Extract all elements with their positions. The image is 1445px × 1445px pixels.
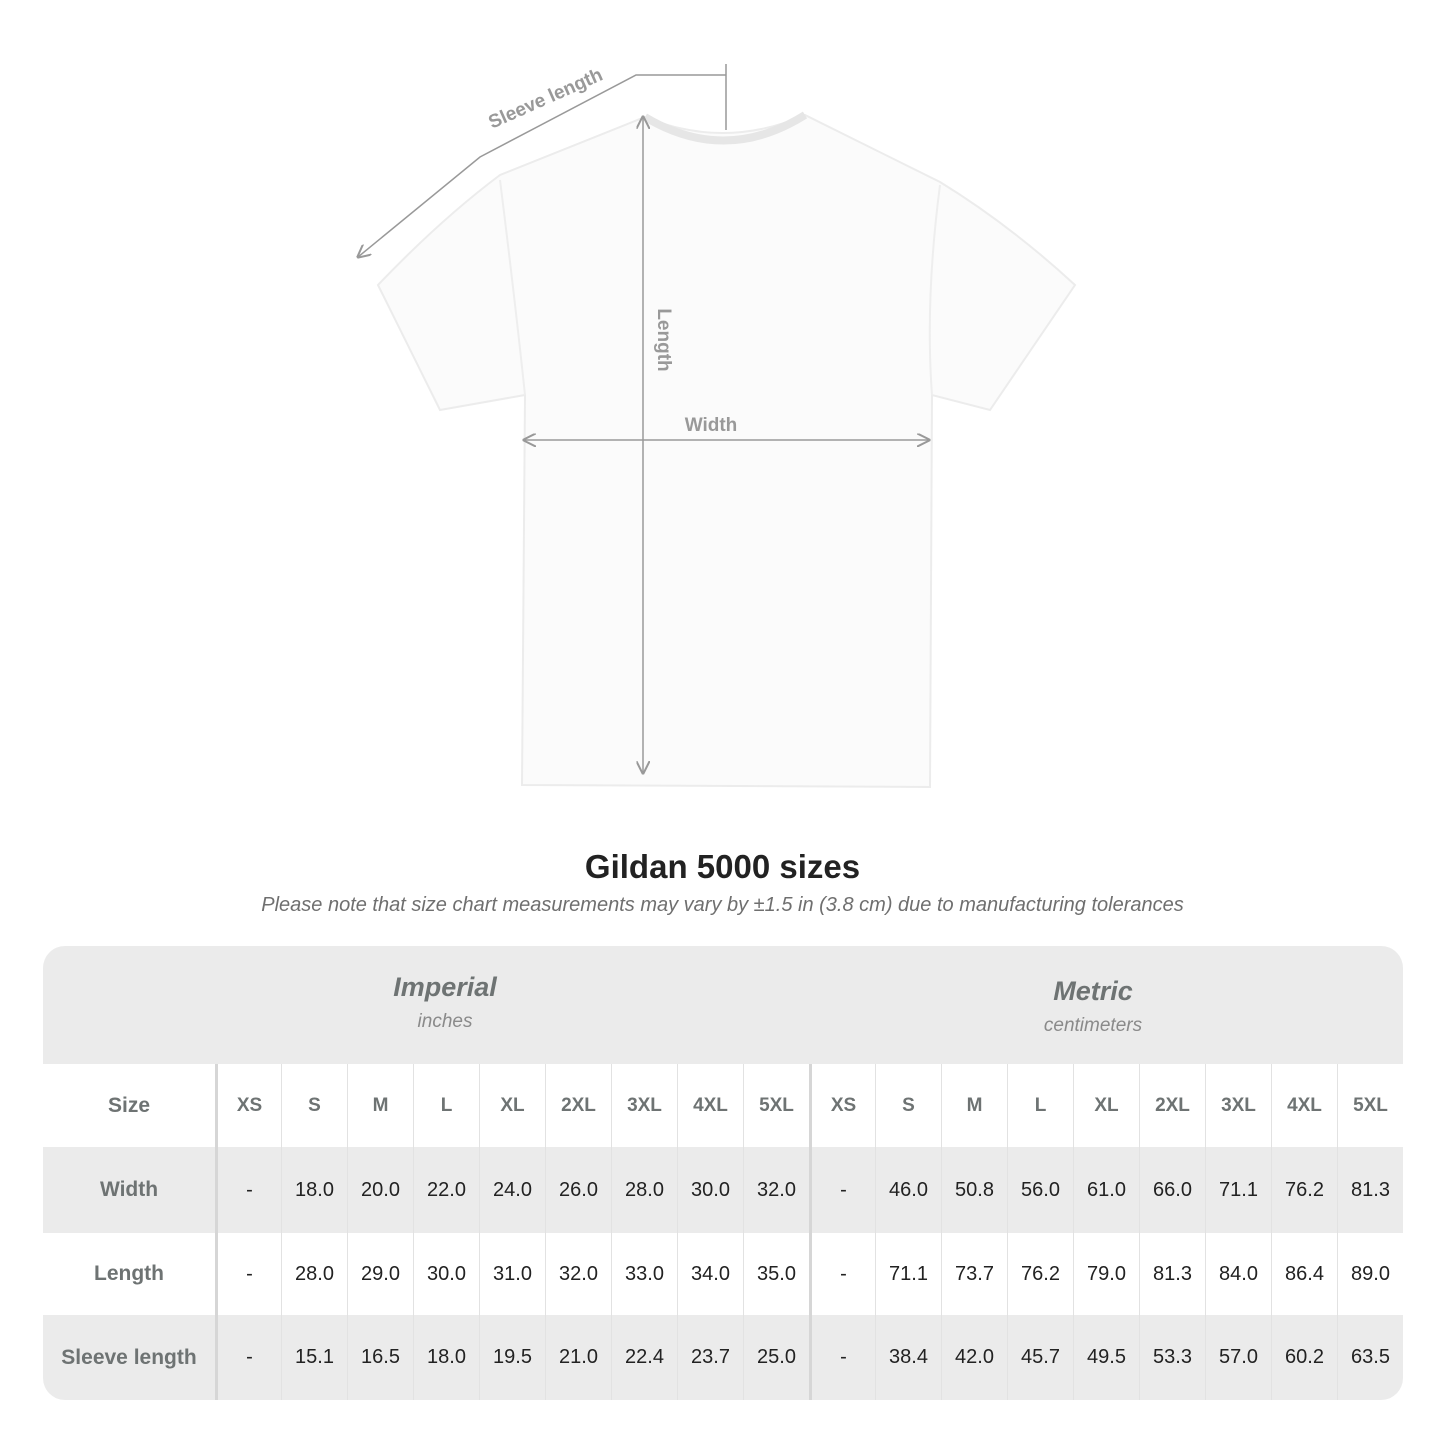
table-cell: 60.2 <box>1271 1315 1337 1400</box>
table-cell: 45.7 <box>1007 1315 1073 1400</box>
table-cell: - <box>215 1315 281 1400</box>
table-cell: 32.0 <box>545 1233 611 1315</box>
imperial-header: Imperial inches <box>245 972 645 1033</box>
table-cell: 81.3 <box>1139 1233 1205 1315</box>
table-cell: 25.0 <box>743 1315 809 1400</box>
table-cell: 38.4 <box>875 1315 941 1400</box>
size-column-header: S <box>281 1064 347 1147</box>
table-row: Sleeve length -15.1 16.5 18.0 19.5 21.0 22.4 23… <box>43 1315 1403 1400</box>
imperial-unit: inches <box>417 1011 473 1032</box>
size-column-header: 5XL <box>1337 1064 1403 1147</box>
table-cell: 53.3 <box>1139 1315 1205 1400</box>
table-cell: 76.2 <box>1007 1233 1073 1315</box>
table-cell: 28.0 <box>611 1147 677 1233</box>
table-cell: 42.0 <box>941 1315 1007 1400</box>
tolerance-note: Please note that size chart measurements… <box>261 894 1184 916</box>
width-label: Width <box>685 415 738 436</box>
size-table: Imperial inches Metric centimeters Size X… <box>43 946 1403 1400</box>
table-cell: 79.0 <box>1073 1233 1139 1315</box>
row-label: Sleeve length <box>61 1345 197 1369</box>
table-cell: 61.0 <box>1073 1147 1139 1233</box>
table-cell: 35.0 <box>743 1233 809 1315</box>
table-cell: 18.0 <box>413 1315 479 1400</box>
metric-unit: centimeters <box>1043 1015 1143 1036</box>
size-column-header: 2XL <box>1139 1064 1205 1147</box>
table-cell: 71.1 <box>875 1233 941 1315</box>
size-column-header: S <box>875 1064 941 1147</box>
table-row: Length -28.0 29.0 30.0 31.0 32.0 33.0 34.0 35.0-… <box>43 1233 1403 1315</box>
row-band <box>43 1315 1403 1400</box>
tshirt-image <box>376 113 1077 789</box>
header-band <box>43 946 1403 1064</box>
table-cell: 21.0 <box>545 1315 611 1400</box>
row-band <box>43 1147 1403 1233</box>
table-cell: 30.0 <box>413 1233 479 1315</box>
table-cell: - <box>215 1147 281 1233</box>
row-label: Width <box>99 1178 159 1201</box>
table-cell: 31.0 <box>479 1233 545 1315</box>
tshirt-diagram: Sleeve length Length Width <box>0 64 1077 789</box>
table-cell: 56.0 <box>1007 1147 1073 1233</box>
table-cell: 86.4 <box>1271 1233 1337 1315</box>
imperial-title: Imperial <box>393 972 497 1002</box>
length-label: Length <box>653 308 674 371</box>
table-cell: 20.0 <box>347 1147 413 1233</box>
table-cell: 73.7 <box>941 1233 1007 1315</box>
table-cell: 16.5 <box>347 1315 413 1400</box>
size-column-header: L <box>1007 1064 1073 1147</box>
table-row: Width -18.0 20.0 22.0 24.0 26.0 28.0 30.0 32.0-4… <box>43 1147 1403 1233</box>
table-cell: 49.5 <box>1073 1315 1139 1400</box>
size-column-header: 3XL <box>611 1064 677 1147</box>
table-cell: 15.1 <box>281 1315 347 1400</box>
size-column-header: M <box>347 1064 413 1147</box>
table-cell: 23.7 <box>677 1315 743 1400</box>
size-column-header: M <box>941 1064 1007 1147</box>
table-cell: 57.0 <box>1205 1315 1271 1400</box>
size-column-header: 5XL <box>743 1064 809 1147</box>
sleeve-length-line <box>358 74 726 257</box>
size-header-row: Size XS S M L XL 2XL 3XL 4XL 5XL XS S M L XL 2XL 3XL 4XL 5… <box>43 1064 1403 1147</box>
table-cell: 24.0 <box>479 1147 545 1233</box>
size-column-header: XS <box>809 1064 875 1147</box>
table-cell: 32.0 <box>743 1147 809 1233</box>
table-cell: 84.0 <box>1205 1233 1271 1315</box>
size-column-header: L <box>413 1064 479 1147</box>
size-column-header: 3XL <box>1205 1064 1271 1147</box>
table-cell: 81.3 <box>1337 1147 1403 1233</box>
size-column-header: 2XL <box>545 1064 611 1147</box>
table-cell: 34.0 <box>677 1233 743 1315</box>
table-cell: - <box>215 1233 281 1315</box>
table-cell: 89.0 <box>1337 1233 1403 1315</box>
table-cell: 71.1 <box>1205 1147 1271 1233</box>
size-column-header: 4XL <box>677 1064 743 1147</box>
table-cell: 19.5 <box>479 1315 545 1400</box>
table-cell: 28.0 <box>281 1233 347 1315</box>
table-cell: - <box>809 1233 875 1315</box>
table-cell: 22.0 <box>413 1147 479 1233</box>
row-label: Length <box>94 1262 164 1285</box>
size-column-header: 4XL <box>1271 1064 1337 1147</box>
table-cell: 66.0 <box>1139 1147 1205 1233</box>
table-cell: 22.4 <box>611 1315 677 1400</box>
table-cell: 33.0 <box>611 1233 677 1315</box>
table-cell: - <box>809 1147 875 1233</box>
size-column-header: XS <box>215 1064 281 1147</box>
table-cell: - <box>809 1315 875 1400</box>
table-cell: 46.0 <box>875 1147 941 1233</box>
size-column-header: XL <box>479 1064 545 1147</box>
table-cell: 50.8 <box>941 1147 1007 1233</box>
metric-header: Metric centimeters <box>893 976 1293 1037</box>
table-cell: 63.5 <box>1337 1315 1403 1400</box>
size-column-header: XL <box>1073 1064 1139 1147</box>
row-label: Size <box>107 1093 151 1117</box>
table-cell: 26.0 <box>545 1147 611 1233</box>
table-cell: 29.0 <box>347 1233 413 1315</box>
table-cell: 30.0 <box>677 1147 743 1233</box>
metric-title: Metric <box>1053 976 1133 1006</box>
table-cell: 76.2 <box>1271 1147 1337 1233</box>
page-title: Gildan 5000 sizes <box>584 848 861 885</box>
table-cell: 18.0 <box>281 1147 347 1233</box>
